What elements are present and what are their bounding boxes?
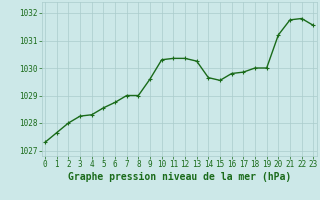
X-axis label: Graphe pression niveau de la mer (hPa): Graphe pression niveau de la mer (hPa) [68, 172, 291, 182]
